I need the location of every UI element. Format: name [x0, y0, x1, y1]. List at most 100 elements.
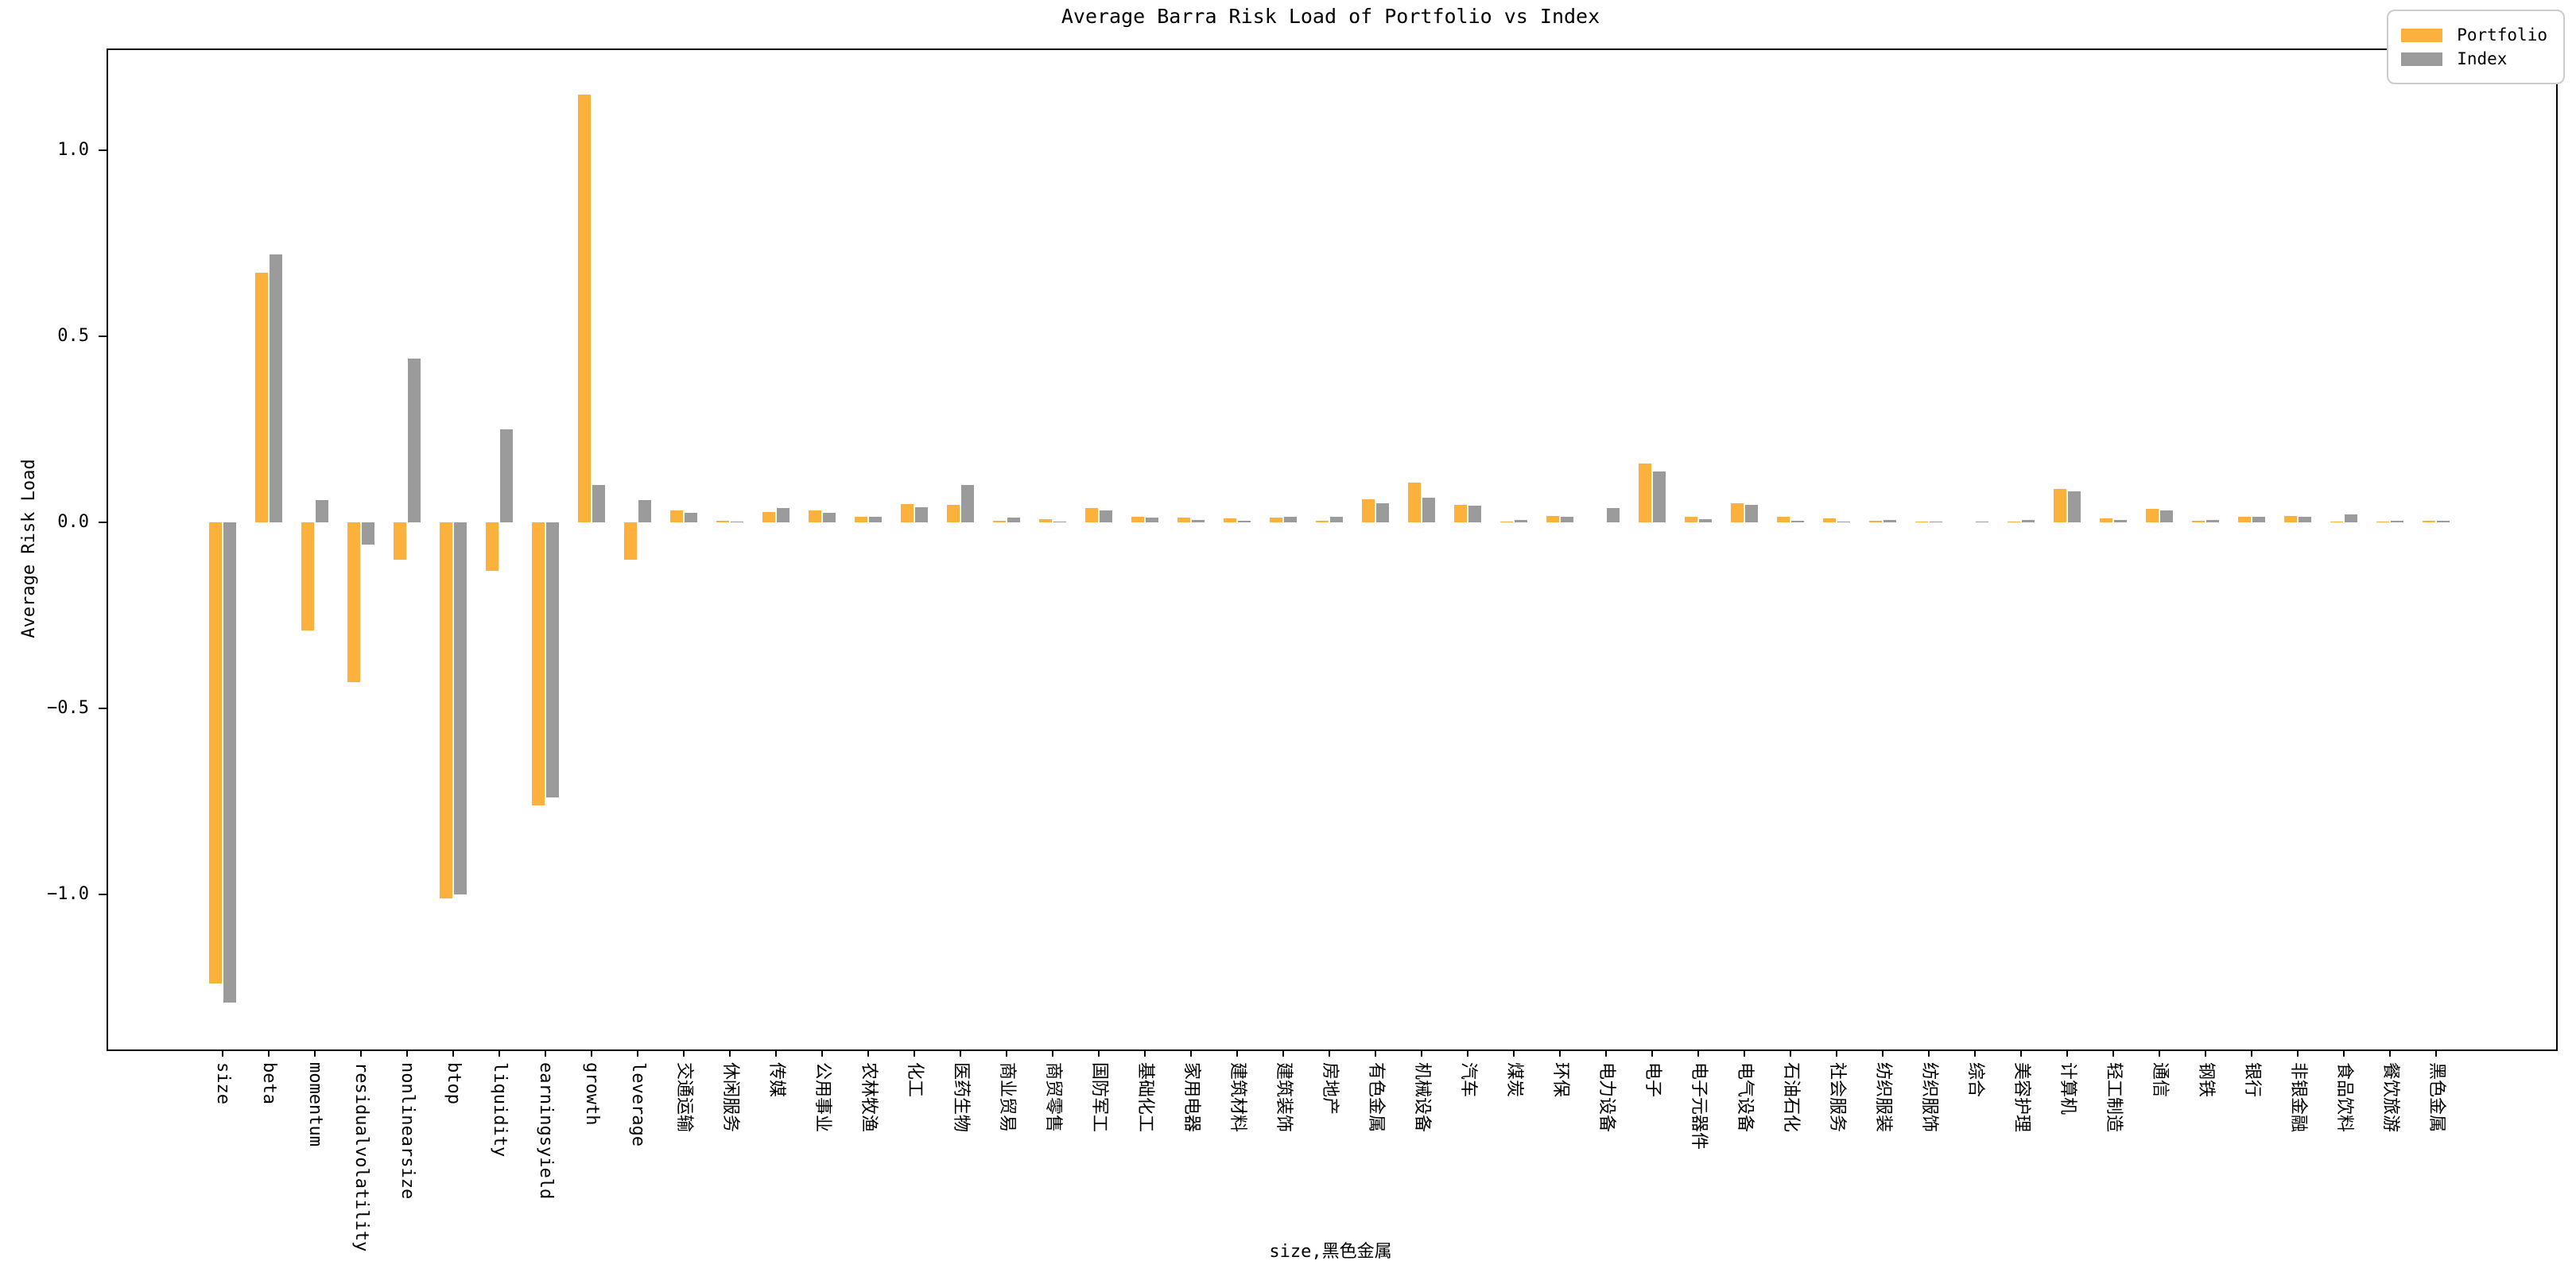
x-tick [268, 1049, 270, 1057]
x-tick-label-建筑材料: 建筑材料 [1228, 1062, 1247, 1133]
x-tick [1282, 1049, 1284, 1057]
bar-portfolio-机械设备 [1408, 483, 1421, 522]
bar-portfolio-residualvolatility [347, 522, 360, 682]
bar-portfolio-汽车 [1454, 505, 1467, 522]
bar-index-机械设备 [1422, 498, 1435, 522]
x-tick [867, 1049, 869, 1057]
y-tick [99, 336, 107, 337]
x-tick [499, 1049, 500, 1057]
portfolio-swatch-icon [2401, 28, 2443, 42]
x-tick [1467, 1049, 1468, 1057]
bar-index-size [223, 522, 236, 1003]
bar-index-煤炭 [1515, 520, 1527, 522]
bar-index-通信 [2160, 510, 2173, 522]
x-tick [1190, 1049, 1192, 1057]
x-tick-label-公用事业: 公用事业 [813, 1062, 832, 1133]
bar-index-传媒 [777, 508, 789, 522]
x-tick-label-momentum: momentum [305, 1062, 325, 1146]
x-tick [2159, 1049, 2160, 1057]
x-tick [2066, 1049, 2068, 1057]
bar-index-非银金融 [2299, 517, 2311, 522]
x-tick [1882, 1049, 1884, 1057]
x-tick [1605, 1049, 1607, 1057]
bar-index-餐饮旅游 [2391, 521, 2403, 522]
x-tick [1421, 1049, 1422, 1057]
x-tick-label-食品饮料: 食品饮料 [2334, 1062, 2354, 1133]
x-tick-label-社会服务: 社会服务 [1827, 1062, 1847, 1133]
bar-portfolio-size [209, 522, 222, 983]
bar-index-交通运输 [685, 513, 697, 522]
x-tick-label-银行: 银行 [2242, 1062, 2262, 1098]
bar-index-公用事业 [823, 513, 836, 522]
x-tick [545, 1049, 546, 1057]
bar-index-nonlinearsize [408, 359, 421, 522]
bar-portfolio-建筑材料 [1224, 518, 1236, 522]
x-tick-label-医药生物: 医药生物 [951, 1062, 971, 1133]
x-tick-label-传媒: 传媒 [766, 1062, 786, 1098]
x-tick [1052, 1049, 1053, 1057]
bar-portfolio-银行 [2238, 517, 2251, 522]
bar-index-growth [592, 485, 605, 522]
x-tick [2112, 1049, 2114, 1057]
x-tick [1329, 1049, 1330, 1057]
bar-index-电子元器件 [1699, 519, 1712, 522]
x-tick [1375, 1049, 1376, 1057]
bar-index-有色金属 [1376, 503, 1389, 522]
x-tick-label-黑色金属: 黑色金属 [2427, 1062, 2446, 1133]
x-tick-label-综合: 综合 [1965, 1062, 1985, 1098]
x-tick-label-通信: 通信 [2150, 1062, 2170, 1098]
x-tick-label-btop: btop [444, 1062, 464, 1104]
bar-portfolio-商业贸易 [993, 521, 1006, 522]
y-tick [99, 894, 107, 895]
x-tick-label-earningsyield: earningsyield [536, 1062, 556, 1200]
x-tick-label-休闲服务: 休闲服务 [720, 1062, 740, 1133]
bar-portfolio-leverage [624, 522, 637, 560]
bar-portfolio-btop [440, 522, 452, 898]
x-tick-label-电子元器件: 电子元器件 [1689, 1062, 1709, 1150]
legend-item-index: Index [2401, 49, 2547, 68]
x-tick [729, 1049, 731, 1057]
x-tick [683, 1049, 685, 1057]
x-tick [821, 1049, 823, 1057]
y-tick [99, 708, 107, 709]
x-tick [452, 1049, 454, 1057]
x-axis-label: size,黑色金属 [1269, 1242, 1392, 1262]
bar-portfolio-公用事业 [809, 510, 821, 522]
bar-portfolio-非银金融 [2284, 516, 2297, 522]
y-tick-label: 0.0 [57, 512, 89, 532]
y-tick-label: −0.5 [47, 698, 89, 718]
x-tick-label-beta: beta [259, 1062, 279, 1104]
legend-label-portfolio: Portfolio [2457, 25, 2547, 45]
bar-index-家用电器 [1192, 520, 1205, 522]
x-tick [1928, 1049, 1930, 1057]
bar-index-汽车 [1468, 506, 1481, 522]
bar-index-环保 [1561, 517, 1573, 522]
x-tick [1790, 1049, 1791, 1057]
bar-portfolio-有色金属 [1362, 499, 1375, 522]
x-tick [1974, 1049, 1976, 1057]
bar-portfolio-计算机 [2054, 489, 2066, 522]
x-tick [1513, 1049, 1515, 1057]
bar-portfolio-基础化工 [1131, 517, 1144, 522]
bar-index-食品饮料 [2345, 514, 2357, 522]
x-tick-label-农林牧渔: 农林牧渔 [859, 1062, 879, 1133]
x-tick-label-非银金融: 非银金融 [2288, 1062, 2308, 1133]
x-tick [2205, 1049, 2206, 1057]
bar-portfolio-电气设备 [1731, 503, 1744, 522]
x-tick [914, 1049, 915, 1057]
bar-index-房地产 [1330, 517, 1343, 522]
plot-area: 1.0 0.5 0.0 −0.5 −1.0 size beta momentum residua… [47, 48, 2558, 1251]
x-tick [1006, 1049, 1007, 1057]
x-tick [1744, 1049, 1745, 1057]
bar-index-btop [454, 522, 467, 894]
bar-index-医药生物 [961, 485, 974, 522]
x-tick-label-电力设备: 电力设备 [1596, 1062, 1616, 1133]
bar-portfolio-石油石化 [1777, 517, 1790, 522]
x-tick [222, 1049, 223, 1057]
index-swatch-icon [2401, 52, 2443, 66]
bar-portfolio-通信 [2146, 509, 2159, 522]
bar-index-石油石化 [1791, 521, 1804, 522]
bar-portfolio-电子 [1639, 464, 1651, 522]
x-tick-label-商贸零售: 商贸零售 [1043, 1062, 1063, 1133]
bar-index-momentum [316, 500, 328, 522]
